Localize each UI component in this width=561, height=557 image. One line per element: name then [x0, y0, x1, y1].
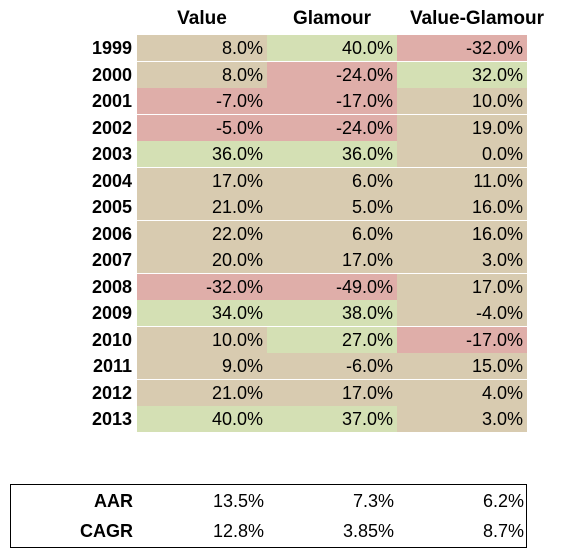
table-cell: 36.0% [137, 141, 267, 167]
table-cell: 3.0% [397, 247, 527, 273]
table-row: 2008 -32.0% -49.0% 17.0% [0, 273, 561, 300]
summary-label: CAGR [80, 521, 133, 541]
table-cell: -4.0% [397, 300, 527, 326]
table-cell: 16.0% [397, 194, 527, 220]
column-header-value: Value [177, 8, 227, 29]
summary-value: 7.3% [352, 491, 394, 511]
table-cell: 27.0% [267, 326, 397, 353]
table-cell: -17.0% [397, 326, 527, 353]
table-cell: 6.0% [267, 220, 397, 247]
table-row: 2004 17.0% 6.0% 11.0% [0, 167, 561, 194]
table-row: 2005 21.0% 5.0% 16.0% [0, 194, 561, 220]
summary-label: AAR [94, 491, 133, 511]
table-cell: 17.0% [267, 247, 397, 273]
table-row: 2013 40.0% 37.0% 3.0% [0, 406, 561, 432]
table-cell: 16.0% [397, 220, 527, 247]
table-cell: 6.0% [267, 167, 397, 194]
table-cell: 40.0% [267, 35, 397, 61]
table-cell: -49.0% [267, 273, 397, 300]
table-cell: 17.0% [267, 379, 397, 406]
row-year-label: 1999 [91, 38, 132, 58]
table-cell: -24.0% [267, 61, 397, 88]
table-cell: 21.0% [137, 194, 267, 220]
table-cell: 8.0% [137, 61, 267, 88]
row-year-label: 2013 [91, 409, 132, 429]
column-header-value-glamour: Value-Glamour [409, 8, 545, 29]
row-year-label: 2008 [91, 276, 132, 297]
row-year-label: 2009 [91, 303, 132, 323]
summary-value: 8.7% [482, 521, 524, 541]
row-year-label: 2001 [91, 91, 132, 111]
table-cell: -24.0% [267, 114, 397, 141]
table-cell: 0.0% [397, 141, 527, 167]
table-row: 2006 22.0% 6.0% 16.0% [0, 220, 561, 247]
table-cell: -32.0% [397, 35, 527, 61]
table-row: 2011 9.0% -6.0% 15.0% [0, 353, 561, 379]
table-row: 2000 8.0% -24.0% 32.0% [0, 61, 561, 88]
table-row: 2002 -5.0% -24.0% 19.0% [0, 114, 561, 141]
table-cell: 40.0% [137, 406, 267, 432]
table-cell: 5.0% [267, 194, 397, 220]
table-cell: 17.0% [397, 273, 527, 300]
row-year-label: 2010 [91, 329, 132, 350]
row-year-label: 2011 [92, 356, 132, 376]
table-cell: 3.0% [397, 406, 527, 432]
table-cell: 10.0% [137, 326, 267, 353]
summary-value: 12.8% [212, 521, 264, 541]
table-cell: -5.0% [137, 114, 267, 141]
table-row: 2009 34.0% 38.0% -4.0% [0, 300, 561, 326]
summary-value: 6.2% [482, 491, 524, 511]
table-row: 2001 -7.0% -17.0% 10.0% [0, 88, 561, 114]
table-row: 2003 36.0% 36.0% 0.0% [0, 141, 561, 167]
table-cell: 11.0% [397, 167, 527, 194]
table-cell: 15.0% [397, 353, 527, 379]
table-cell: 34.0% [137, 300, 267, 326]
summary-value: 3.85% [342, 521, 394, 541]
table-cell: -17.0% [267, 88, 397, 114]
table-cell: 10.0% [397, 88, 527, 114]
table-cell: 9.0% [137, 353, 267, 379]
table-header: Value Glamour Value-Glamour [0, 0, 561, 34]
table-cell: 8.0% [137, 35, 267, 61]
table-row: 1999 8.0% 40.0% -32.0% [0, 35, 561, 61]
table-row: 2010 10.0% 27.0% -17.0% [0, 326, 561, 353]
summary-value: 13.5% [212, 491, 264, 511]
row-year-label: 2007 [91, 250, 132, 270]
table-cell: 20.0% [137, 247, 267, 273]
table-row: 2012 21.0% 17.0% 4.0% [0, 379, 561, 406]
table-cell: 32.0% [397, 61, 527, 88]
table-cell: -7.0% [137, 88, 267, 114]
row-year-label: 2006 [91, 223, 132, 244]
summary-box: AAR 13.5% 7.3% 6.2% CAGR 12.8% 3.85% 8.7… [10, 484, 527, 548]
column-header-glamour: Glamour [292, 8, 372, 29]
row-year-label: 2004 [91, 170, 132, 191]
table-cell: 37.0% [267, 406, 397, 432]
summary-row-cagr: CAGR 12.8% 3.85% 8.7% [11, 516, 526, 547]
table-cell: 22.0% [137, 220, 267, 247]
table-cell: -6.0% [267, 353, 397, 379]
row-year-label: 2005 [91, 197, 132, 217]
row-year-label: 2003 [91, 144, 132, 164]
table-row: 2007 20.0% 17.0% 3.0% [0, 247, 561, 273]
table-cell: 4.0% [397, 379, 527, 406]
row-year-label: 2002 [91, 117, 132, 138]
table-cell: 19.0% [397, 114, 527, 141]
table-cell: 17.0% [137, 167, 267, 194]
table-cell: 36.0% [267, 141, 397, 167]
table-cell: 38.0% [267, 300, 397, 326]
row-year-label: 2000 [91, 64, 132, 85]
summary-row-aar: AAR 13.5% 7.3% 6.2% [11, 486, 526, 517]
table-cell: -32.0% [137, 273, 267, 300]
row-year-label: 2012 [91, 382, 132, 403]
table-cell: 21.0% [137, 379, 267, 406]
